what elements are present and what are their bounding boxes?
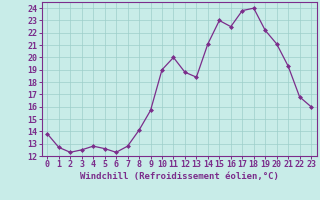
X-axis label: Windchill (Refroidissement éolien,°C): Windchill (Refroidissement éolien,°C)	[80, 172, 279, 181]
